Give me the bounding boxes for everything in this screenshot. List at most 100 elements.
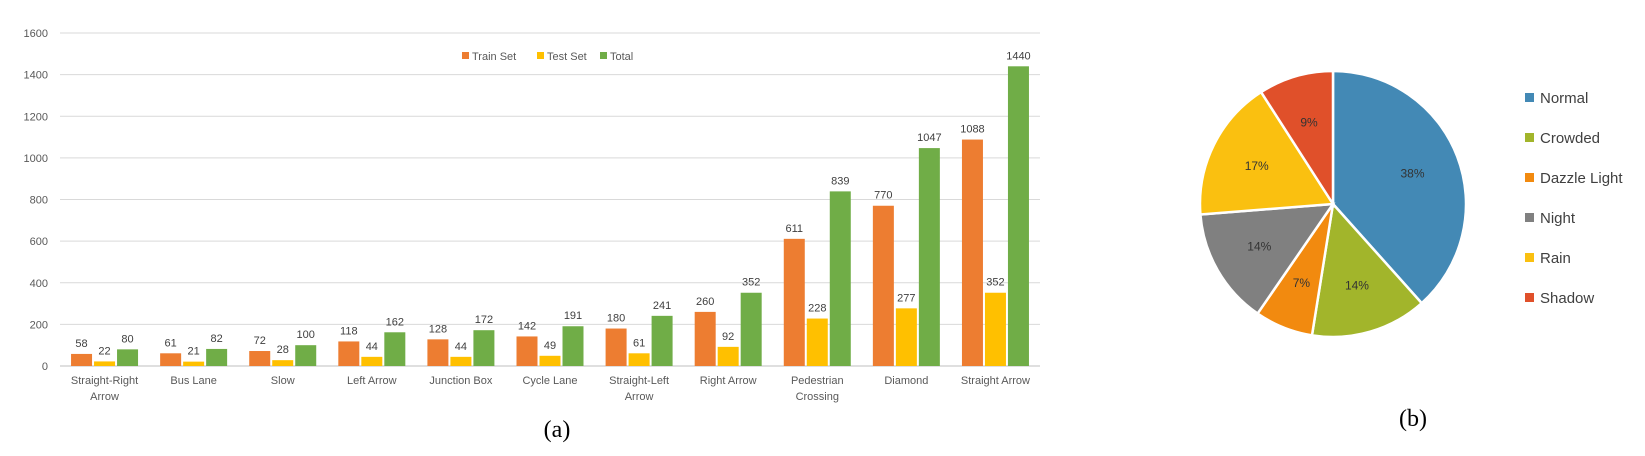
y-tick-label: 1400 <box>24 70 48 82</box>
pie-legend: Normal Crowded Dazzle Light Night Rain Shadow <box>1525 90 1623 307</box>
bar <box>984 292 1006 366</box>
legend-swatch <box>1525 253 1534 262</box>
bar <box>539 355 561 366</box>
category-label: Right Arrow <box>700 375 757 387</box>
bar <box>829 191 851 366</box>
data-label: 277 <box>897 292 915 304</box>
caption-a: (a) <box>544 417 571 443</box>
legend-swatch <box>462 52 469 59</box>
category-label: Junction Box <box>429 375 492 387</box>
y-tick-label: 800 <box>30 195 48 207</box>
y-tick-label: 1000 <box>24 153 48 165</box>
bar <box>605 328 627 366</box>
pie-slice <box>1310 201 1424 339</box>
y-tick-label: 400 <box>30 278 48 290</box>
legend-label: Test Set <box>547 51 587 63</box>
y-tick-label: 200 <box>30 319 48 331</box>
legend-swatch <box>1525 133 1534 142</box>
bar-category-labels: Straight-Right Arrow Bus Lane Slow Left Arro… <box>71 375 1030 403</box>
pie-slice <box>1199 202 1336 316</box>
category-label: Cycle Lane <box>522 375 577 387</box>
data-label: 61 <box>165 337 177 349</box>
pie-value-label: 7% <box>1293 276 1311 290</box>
data-label: 22 <box>98 345 110 357</box>
pie-chart: 38% 14% 7% 14% 17% 9% Normal Crowded Dazzle Lig… <box>1198 69 1623 339</box>
legend-swatch <box>537 52 544 59</box>
legend-swatch <box>1525 93 1534 102</box>
legend-label: Total <box>610 51 633 63</box>
data-label: 118 <box>340 325 358 337</box>
pie-slices <box>1198 69 1468 339</box>
bar <box>384 332 406 366</box>
bar <box>272 360 294 366</box>
category-label: Slow <box>271 375 295 387</box>
category-label: Crossing <box>796 391 839 403</box>
data-label: 82 <box>211 333 223 345</box>
data-label: 611 <box>785 223 803 235</box>
bar <box>918 148 940 366</box>
data-label: 352 <box>742 277 760 289</box>
bar <box>651 315 673 366</box>
legend-swatch <box>600 52 607 59</box>
data-label: 142 <box>518 320 536 332</box>
legend-label: Normal <box>1540 90 1588 107</box>
pie-value-label: 9% <box>1300 115 1318 129</box>
data-label: 228 <box>808 303 826 315</box>
legend-label: Crowded <box>1540 130 1600 147</box>
data-label: 100 <box>297 329 315 341</box>
bar <box>450 356 472 366</box>
bar <box>961 139 983 366</box>
category-label: Arrow <box>90 391 119 403</box>
bar-chart: 0 200 400 600 800 1000 1200 1400 1600 58 22 80 61 21… <box>24 28 1040 403</box>
bar <box>694 311 716 366</box>
pie-value-label: 14% <box>1247 240 1271 254</box>
data-label: 44 <box>366 341 378 353</box>
data-label: 1088 <box>960 124 984 136</box>
pie-slice <box>1259 69 1335 209</box>
bar <box>717 346 739 366</box>
data-label: 21 <box>188 346 200 358</box>
bar <box>1007 66 1029 367</box>
bar <box>160 353 182 366</box>
bar <box>295 345 317 366</box>
data-label: 191 <box>564 310 582 322</box>
data-label: 172 <box>475 314 493 326</box>
bar <box>361 356 383 366</box>
y-tick-label: 1600 <box>24 28 48 40</box>
pie-slice <box>1198 90 1336 216</box>
data-label: 58 <box>75 338 87 350</box>
data-label: 260 <box>696 296 714 308</box>
bar <box>628 353 650 366</box>
y-tick-label: 1200 <box>24 111 48 123</box>
data-label: 839 <box>831 175 849 187</box>
pie-value-label: 14% <box>1345 279 1369 293</box>
legend-label: Dazzle Light <box>1540 170 1623 187</box>
y-tick-label: 0 <box>42 361 48 373</box>
bar <box>740 292 762 366</box>
data-label: 80 <box>121 333 133 345</box>
category-label: Pedestrian <box>791 375 844 387</box>
category-label: Left Arrow <box>347 375 397 387</box>
data-label: 61 <box>633 337 645 349</box>
pie-value-label: 38% <box>1400 167 1424 181</box>
bar <box>516 336 538 366</box>
bar <box>71 353 93 366</box>
legend-label: Shadow <box>1540 290 1594 307</box>
bar <box>427 339 449 366</box>
bar <box>183 361 205 366</box>
bar <box>562 326 584 366</box>
category-label: Arrow <box>625 391 654 403</box>
data-label: 1047 <box>917 132 941 144</box>
data-label: 770 <box>874 190 892 202</box>
data-label: 180 <box>607 313 625 325</box>
data-label: 241 <box>653 300 671 312</box>
bar <box>206 348 228 366</box>
data-label: 128 <box>429 323 447 335</box>
bar <box>338 341 360 366</box>
legend-swatch <box>1525 293 1534 302</box>
caption-b: (b) <box>1399 406 1427 432</box>
bar <box>895 308 917 366</box>
bar <box>473 330 495 366</box>
bar-bars <box>71 66 1029 367</box>
